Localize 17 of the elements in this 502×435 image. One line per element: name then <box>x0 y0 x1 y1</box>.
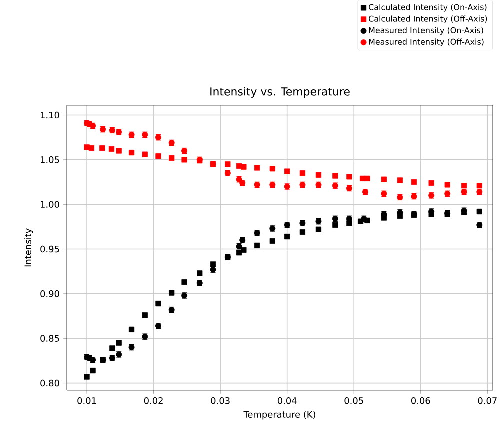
x-tick-label: 0.01 <box>78 397 96 404</box>
x-axis-title: Temperature (K) <box>244 410 316 420</box>
y-tick-label: 1.00 <box>41 201 60 208</box>
y-tick-label: 0.80 <box>40 380 60 386</box>
y-tick-label: 0.95 <box>40 246 60 252</box>
x-tick-label: 0.02 <box>144 397 163 404</box>
y-tick-label: 1.10 <box>41 112 60 118</box>
y-tick-label: 0.90 <box>40 290 60 298</box>
chart-title: Intensity vs. Temperature <box>210 87 350 98</box>
x-tick-label: 0.06 <box>411 397 430 404</box>
x-tick-label: 0.03 <box>211 397 230 404</box>
y-axis-title: Intensity <box>24 228 34 266</box>
y-tick-label: 0.85 <box>40 335 60 342</box>
x-tick-label: 0.05 <box>344 397 364 404</box>
x-tick-label: 0.07 <box>478 397 497 404</box>
x-tick-label: 0.04 <box>278 397 297 404</box>
y-tick-label: 1.05 <box>41 156 60 164</box>
